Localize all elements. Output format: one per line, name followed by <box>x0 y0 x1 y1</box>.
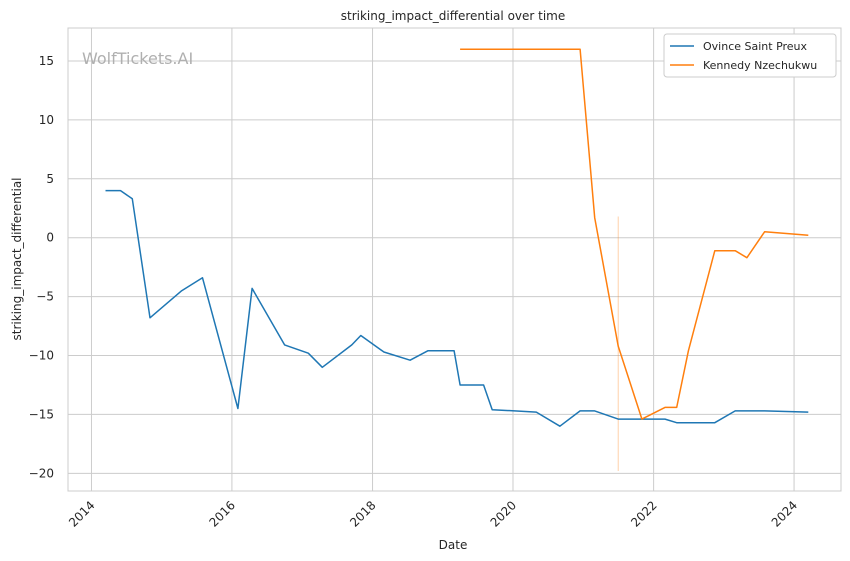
legend-box <box>663 33 837 78</box>
watermark: WolfTickets.AI <box>82 49 193 68</box>
plot-area <box>67 27 842 492</box>
y-tick-label-10: 10 <box>39 113 54 127</box>
x-tick-label-2020: 2020 <box>488 498 519 529</box>
x-axis-label: Date <box>439 538 468 552</box>
y-tick-label-0: 0 <box>46 231 54 245</box>
y-tick-label-15: 15 <box>39 54 54 68</box>
x-tick-label-2018: 2018 <box>347 498 378 529</box>
legend: Ovince Saint Preux Kennedy Nzechukwu <box>663 33 837 78</box>
y-tick-label--5: −5 <box>36 290 54 304</box>
y-axis-ticks: 15 10 5 0 −5 −10 −15 −20 <box>29 54 54 480</box>
y-tick-label-5: 5 <box>46 172 54 186</box>
x-tick-label-2022: 2022 <box>628 498 659 529</box>
x-tick-label-2024: 2024 <box>769 498 800 529</box>
x-axis-ticks: 2014 2016 2018 2020 2022 2024 <box>66 498 800 529</box>
x-tick-label-2016: 2016 <box>207 498 238 529</box>
y-tick-label--20: −20 <box>29 466 54 480</box>
y-tick-label--10: −10 <box>29 349 54 363</box>
series-lines <box>105 48 809 427</box>
y-tick-label--15: −15 <box>29 407 54 421</box>
legend-label-kennedy-nzechukwu: Kennedy Nzechukwu <box>703 59 817 72</box>
chart-title: striking_impact_differential over time <box>341 9 566 23</box>
series-line-ovince-saint-preux <box>105 189 809 427</box>
y-axis-label: striking_impact_differential <box>10 177 24 340</box>
series-line-kennedy-nzechukwu <box>460 48 809 420</box>
legend-label-ovince-saint-preux: Ovince Saint Preux <box>703 40 808 53</box>
x-tick-label-2014: 2014 <box>66 498 97 529</box>
gridlines <box>68 28 841 491</box>
